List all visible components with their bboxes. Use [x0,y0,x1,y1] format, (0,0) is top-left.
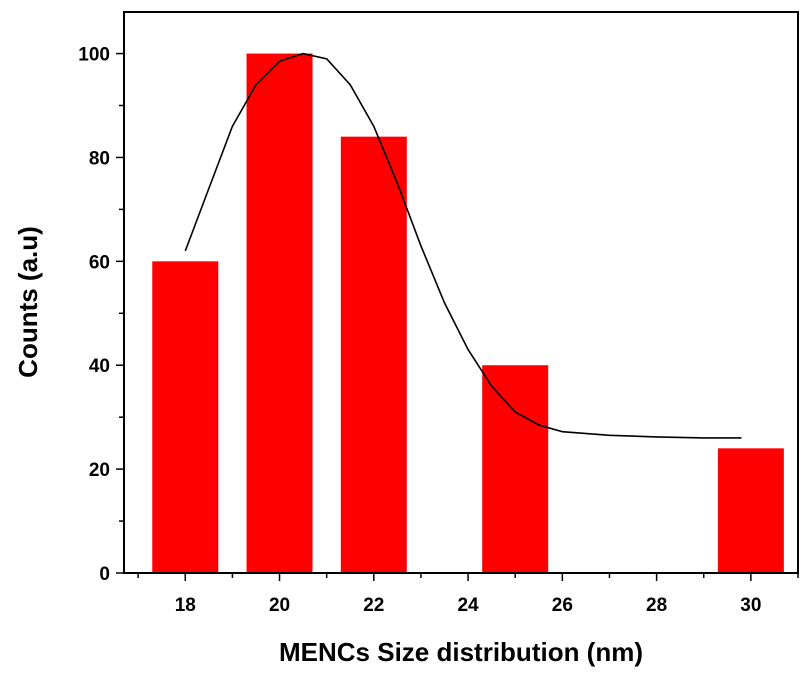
x-tick-label: 28 [646,595,667,616]
y-tick-label: 40 [89,356,110,377]
x-tick-label: 18 [175,595,196,616]
x-tick-label: 30 [740,595,761,616]
x-tick-label: 26 [552,595,573,616]
x-tick-label: 20 [269,595,290,616]
x-tick-label: 24 [457,595,479,616]
y-tick-label: 0 [99,564,110,585]
bar-30 [717,448,784,573]
y-tick-label: 80 [89,148,110,169]
y-tick-label: 60 [89,252,110,273]
y-tick-label: 100 [78,45,110,66]
bar-25 [482,365,549,573]
x-tick-label: 22 [363,595,384,616]
bar-22 [340,136,407,573]
bar-20 [246,53,313,574]
bars-group [152,53,784,574]
gaussian-fit-curve [184,52,742,439]
bar-18 [152,261,219,573]
x-axis-ticks: 18 20 22 24 26 28 30 [137,573,799,616]
plot-frame [123,11,799,574]
y-axis-ticks: 0 20 40 60 80 100 [78,45,124,585]
x-axis-title: MENCs Size distribution (nm) [279,637,643,667]
y-tick-label: 20 [89,460,110,481]
y-axis-title: Counts (a.u) [13,226,43,378]
